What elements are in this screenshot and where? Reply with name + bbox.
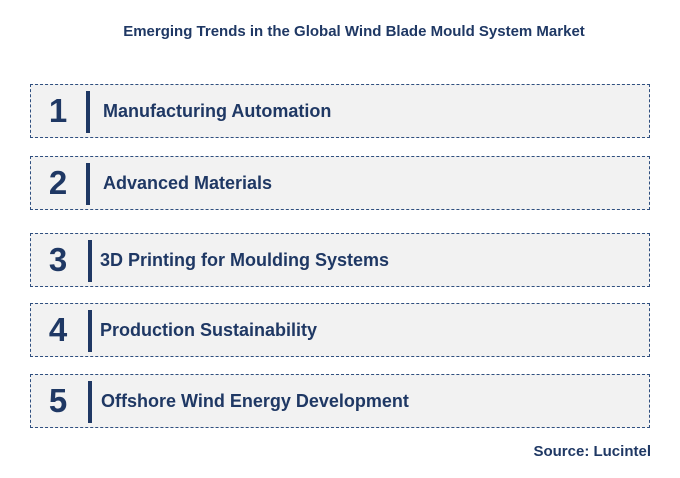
trend-label: Offshore Wind Energy Development [101, 391, 409, 411]
trend-label: Advanced Materials [103, 173, 273, 193]
trend-item-4: 4 Production Sustainability [30, 303, 650, 357]
trend-label: Production Sustainability [100, 320, 318, 340]
trend-divider [88, 310, 92, 352]
trend-number: 1 [48, 92, 68, 129]
trend-item-2: 2 Advanced Materials [30, 156, 650, 210]
trend-number: 3 [48, 241, 68, 278]
trend-number: 4 [48, 311, 68, 348]
trend-item-5: 5 Offshore Wind Energy Development [30, 374, 650, 428]
trend-item-3: 3 3D Printing for Moulding Systems [30, 233, 650, 287]
trend-label: Manufacturing Automation [103, 101, 332, 121]
trend-label: 3D Printing for Moulding Systems [100, 250, 390, 270]
trend-divider [86, 163, 90, 205]
source-note: Source: Lucintel [533, 443, 651, 460]
trend-number: 5 [48, 382, 68, 419]
trend-divider [88, 240, 92, 282]
trend-divider [88, 381, 92, 423]
diagram-title: Emerging Trends in the Global Wind Blade… [123, 23, 585, 40]
trend-item-1: 1 Manufacturing Automation [30, 84, 650, 138]
trend-divider [86, 91, 90, 133]
trend-number: 2 [48, 164, 68, 201]
